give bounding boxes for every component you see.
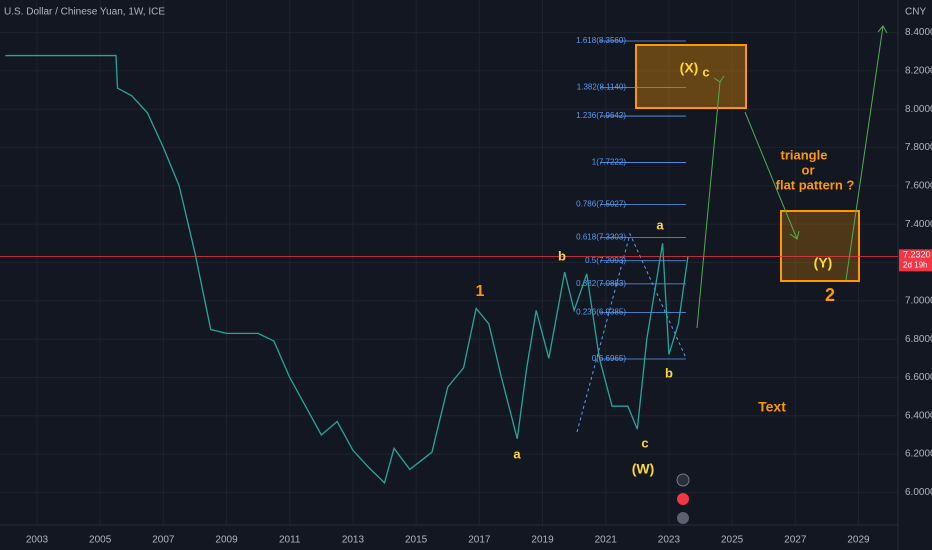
fib-label: 0(6.6965) [592,354,627,363]
target-box-x [635,44,747,109]
y-tick-label: 8.2000 [905,66,932,77]
fib-label: 0.5(7.2093) [585,256,626,265]
wave-label: c [702,64,709,79]
projection-arrows [696,25,888,329]
target-box-y [780,210,860,282]
wave-label: a [656,217,664,232]
y-tick-label: 7.0000 [905,295,932,306]
x-tick-label: 2007 [152,535,175,546]
x-tick-label: 2009 [215,535,238,546]
x-tick-label: 2015 [405,535,428,546]
wave-label: (W) [632,461,655,477]
x-tick-label: 2005 [89,535,112,546]
price-line [5,54,689,485]
x-tick-label: 2027 [784,535,807,546]
fib-label: 1.618(8.3560) [576,36,626,45]
y-tick-label: 6.8000 [905,334,932,345]
wave-label: (Y) [814,255,833,271]
x-tick-label: 2023 [658,535,681,546]
last-price-label: 7.2320 [903,250,931,260]
icon [677,493,689,505]
y-tick-label: 6.4000 [905,410,932,421]
x-tick-label: 2021 [595,535,618,546]
wave-label: (X) [680,60,699,76]
last-price-tag [899,249,932,272]
wave-label: or [802,162,815,177]
currency-label: CNY [905,7,926,18]
fib-label: 0.786(7.5027) [576,200,626,209]
icon [676,473,690,487]
wave-label: 1 [476,283,485,300]
arrow [845,25,884,281]
countdown: 2d 19h [903,260,927,269]
y-tick-label: 7.4000 [905,219,932,230]
arrow [696,81,721,329]
y-tick-label: 8.0000 [905,104,932,115]
fib-label: 1.382(8.1140) [577,82,627,91]
wave-label: b [558,248,566,263]
y-tick-label: 6.2000 [905,449,932,460]
y-tick-label: 6.0000 [905,487,932,498]
fib-label: 1(7.7222) [592,158,627,167]
x-tick-label: 2017 [468,535,491,546]
fib-label: 0.382(7.0883) [576,279,626,288]
arrow [744,111,798,240]
y-tick-label: 6.6000 [905,372,932,383]
chart-title: U.S. Dollar / Chinese Yuan, 1W, ICE [4,7,165,18]
wave-label: c [641,435,648,450]
arrow-head [877,25,888,34]
x-tick-label: 2003 [26,535,49,546]
fib-label: 0.236(6.9385) [576,308,626,317]
wave-label: a [513,446,521,461]
x-tick-label: 2019 [531,535,554,546]
y-tick-label: 8.4000 [905,27,932,38]
x-tick-label: 2011 [279,535,301,546]
x-tick-label: 2029 [847,535,870,546]
grid [0,0,898,525]
fib-label: 0.618(7.3303) [576,233,626,242]
wave-label: flat pattern ? [776,177,855,192]
wave-label: b [665,365,673,380]
y-tick-label: 7.8000 [905,142,932,153]
icon [677,512,689,524]
side-icons [676,473,690,524]
y-tick-label: 7.6000 [905,180,932,191]
arrow-head [789,230,800,240]
x-tick-label: 2025 [721,535,744,546]
x-tick-label: 2013 [342,535,365,546]
wave-label: Text [758,399,786,415]
fib-label: 1.236(7.9642) [576,111,626,120]
wave-label: 2 [825,285,835,305]
wave-label: triangle [781,147,828,162]
arrow-head [713,75,725,83]
